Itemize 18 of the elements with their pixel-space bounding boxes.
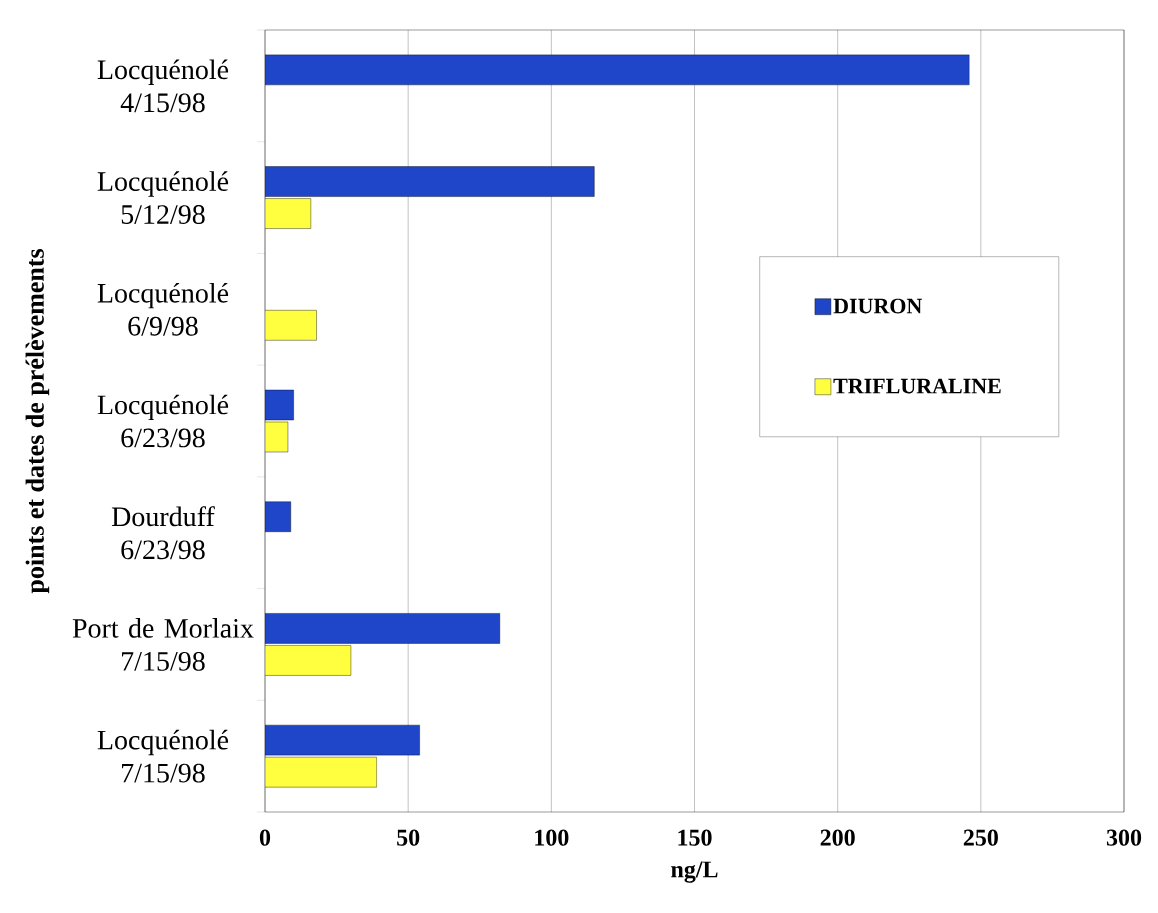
x-tick-label: 50 xyxy=(397,829,420,846)
x-tick-label: 200 xyxy=(820,829,855,846)
y-tick-label: Port de Morlaix 7/15/98 xyxy=(72,618,254,671)
x-tick-label: 100 xyxy=(535,829,569,846)
y-tick-label: Locquénolé 4/15/98 xyxy=(97,59,229,113)
x-tick-label: 300 xyxy=(1106,829,1142,846)
y-tick-label: Locquénolé 6/23/98 xyxy=(97,394,229,448)
y-tick-label: Locquénolé 6/9/98 xyxy=(97,282,229,336)
y-tick-label: Locquénolé 7/15/98 xyxy=(97,729,229,783)
legend-label: TRIFLURALINE xyxy=(833,378,1001,394)
x-tick-label: 250 xyxy=(963,829,998,846)
x-tick-label: 150 xyxy=(678,829,712,846)
x-axis-title: ng/L xyxy=(671,861,718,883)
y-tick-label: Dourduff 6/23/98 xyxy=(111,506,215,560)
x-tick-label: 0 xyxy=(259,829,271,846)
legend-label: DIURON xyxy=(833,298,923,314)
y-tick-label: Locquénolé 5/12/98 xyxy=(97,171,229,224)
y-axis-title: points et dates de prélèvements xyxy=(25,249,50,594)
